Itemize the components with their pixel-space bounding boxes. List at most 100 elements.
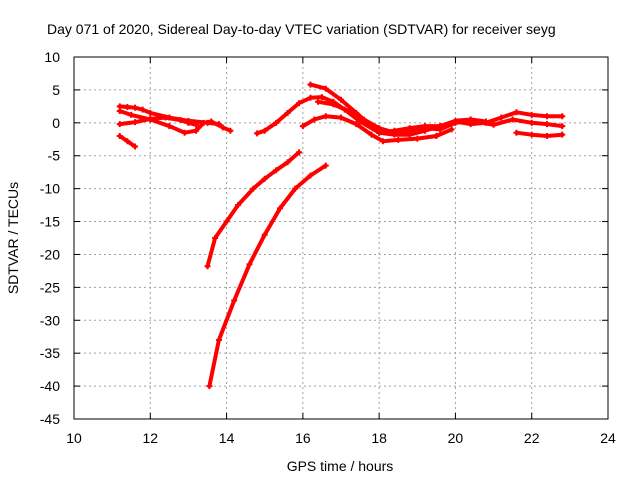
data-point [498, 114, 505, 121]
data-point [284, 109, 291, 116]
y-tick-label: -10 [40, 181, 60, 197]
data-point [132, 119, 139, 126]
data-point [215, 337, 222, 344]
x-tick-label: 22 [524, 430, 540, 446]
data-point [307, 172, 314, 179]
data-point [528, 131, 535, 138]
data-point [276, 205, 283, 212]
data-point [299, 123, 306, 130]
x-tick-label: 14 [219, 430, 235, 446]
data-point [490, 121, 497, 128]
data-point [543, 132, 550, 139]
data-point [513, 109, 520, 116]
data-point [471, 118, 478, 125]
data-point [223, 218, 230, 225]
y-tick-label: 0 [52, 115, 60, 131]
data-point [391, 129, 398, 136]
data-point [124, 104, 131, 111]
data-point [311, 116, 318, 123]
y-tick-label: -45 [40, 411, 60, 427]
y-tick-label: -40 [40, 378, 60, 394]
series-arc-2 [117, 109, 233, 135]
data-point [322, 162, 329, 169]
data-point [338, 114, 344, 121]
data-point [166, 123, 173, 130]
data-point [376, 125, 383, 132]
x-axis-title: GPS time / hours [287, 458, 394, 474]
data-point [124, 138, 131, 145]
data-point [147, 115, 154, 122]
data-point [338, 96, 344, 103]
data-point [322, 113, 329, 120]
data-point [315, 98, 322, 105]
data-point [433, 132, 440, 139]
data-point [162, 114, 169, 121]
data-point [414, 135, 421, 142]
data-point [307, 81, 314, 88]
data-point [322, 85, 329, 92]
data-point [177, 117, 184, 124]
data-point [421, 125, 428, 132]
data-point [261, 175, 268, 182]
data-point [307, 94, 314, 101]
data-point [395, 136, 402, 143]
plot-frame [73, 56, 609, 420]
data-point [246, 261, 253, 268]
data-point [116, 107, 123, 114]
ticks: 10 12 14 16 18 20 22 24 10 5 0 -5 -10 -15 -20 -25 -30 -35… [40, 49, 616, 446]
y-tick-label: -30 [40, 312, 60, 328]
data-point [406, 127, 413, 134]
data-point [261, 231, 268, 238]
data-point [204, 263, 211, 270]
x-tick-label: 16 [295, 430, 311, 446]
data-point [559, 131, 566, 138]
data-point [379, 138, 386, 145]
data-point [147, 109, 154, 116]
data-point [200, 119, 207, 126]
data-point [116, 132, 123, 139]
y-tick-label: 10 [44, 49, 60, 65]
data-point [235, 202, 242, 209]
data-point [185, 119, 192, 126]
data-point [132, 143, 139, 150]
data-point [206, 383, 213, 390]
data-point [360, 116, 367, 123]
data-point [368, 131, 375, 138]
data-point [273, 167, 280, 174]
series-layer [116, 81, 566, 390]
y-tick-label: -5 [48, 148, 61, 164]
data-point [284, 159, 291, 166]
x-tick-label: 12 [142, 430, 158, 446]
series-arc-11 [514, 130, 565, 138]
x-tick-label: 24 [600, 430, 616, 446]
data-point [543, 113, 550, 120]
series-arc-9 [316, 99, 565, 135]
data-point [116, 121, 123, 128]
data-point [193, 121, 200, 128]
data-point [543, 121, 550, 128]
data-point [208, 118, 215, 125]
y-tick-label: -25 [40, 279, 60, 295]
data-point [139, 106, 146, 113]
data-point [254, 130, 261, 137]
y-tick-label: -35 [40, 345, 60, 361]
data-point [318, 94, 325, 101]
data-point [559, 113, 566, 120]
data-point [353, 121, 360, 128]
data-point [227, 127, 234, 134]
data-point [219, 124, 226, 131]
data-point [212, 235, 219, 241]
data-point [437, 126, 444, 133]
y-tick-label: -20 [40, 246, 60, 262]
data-point [193, 127, 200, 134]
y-tick-label: 5 [52, 82, 60, 98]
x-tick-label: 10 [66, 430, 82, 446]
data-point [452, 119, 459, 126]
data-point [296, 100, 303, 107]
data-point [250, 185, 257, 192]
data-point [132, 104, 139, 111]
chart-title: Day 071 of 2020, Sidereal Day-to-day VTE… [47, 21, 556, 37]
y-axis-title: SDTVAR / TECUs [5, 182, 21, 294]
